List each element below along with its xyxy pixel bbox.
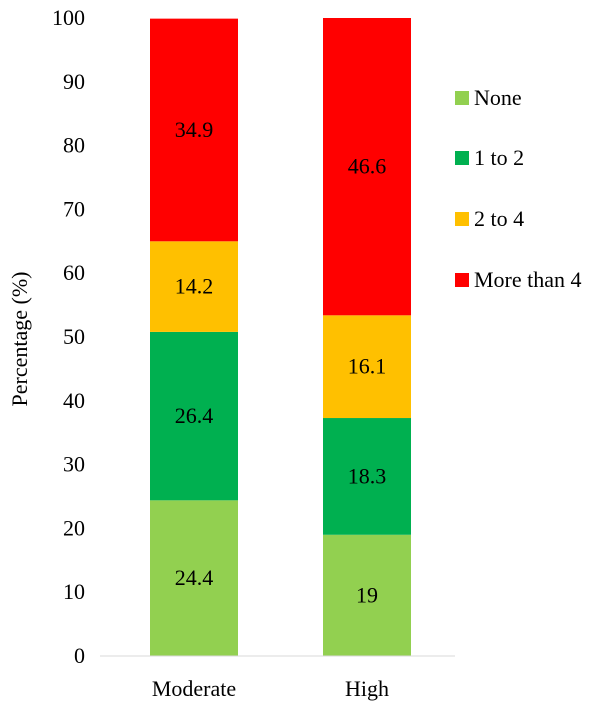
x-tick-label: Moderate (152, 676, 236, 701)
legend-swatch (455, 273, 469, 287)
legend-swatch (455, 91, 469, 105)
data-label: 46.6 (348, 154, 387, 179)
legend-label: More than 4 (474, 267, 582, 292)
legend-label: 2 to 4 (474, 206, 524, 231)
data-label: 34.9 (175, 117, 214, 142)
data-label: 26.4 (175, 403, 214, 428)
y-tick-label: 90 (63, 69, 85, 94)
y-tick-label: 60 (63, 260, 85, 285)
bar-high-1-to-2 (323, 418, 411, 535)
bar-moderate-2-to-4 (150, 241, 238, 332)
legend-label: 1 to 2 (474, 145, 524, 170)
y-tick-label: 30 (63, 452, 85, 477)
y-tick-label: 40 (63, 388, 85, 413)
y-tick-label: 100 (52, 5, 85, 30)
bar-moderate-none (150, 500, 238, 656)
legend-swatch (455, 212, 469, 226)
x-axis-ticks: Moderate High (100, 655, 455, 701)
legend-label: None (474, 85, 522, 110)
x-tick-label: High (345, 676, 389, 701)
y-tick-label: 20 (63, 515, 85, 540)
data-label: 24.4 (175, 565, 214, 590)
legend-swatch (455, 151, 469, 165)
y-axis-title: Percentage (%) (7, 272, 32, 407)
bars-group: 24.4 26.4 14.2 34.9 19 18.3 16.1 46.6 (150, 18, 411, 656)
legend: None 1 to 2 2 to 4 More than 4 (455, 85, 582, 292)
y-tick-label: 80 (63, 133, 85, 158)
data-label: 18.3 (348, 463, 387, 488)
y-tick-label: 70 (63, 196, 85, 221)
y-axis-ticks: 0 10 20 30 40 50 60 70 80 90 100 (52, 5, 85, 668)
bar-moderate-more-than-4 (150, 18, 238, 242)
bar-high-2-to-4 (323, 315, 411, 419)
data-label: 16.1 (348, 354, 387, 379)
bar-high-none (323, 534, 411, 656)
data-label: 14.2 (175, 274, 214, 299)
y-tick-label: 10 (63, 579, 85, 604)
bar-high-more-than-4 (323, 18, 411, 316)
data-label: 19 (356, 582, 378, 607)
y-tick-label: 50 (63, 324, 85, 349)
bar-moderate-1-to-2 (150, 331, 238, 501)
y-tick-label: 0 (74, 643, 85, 668)
